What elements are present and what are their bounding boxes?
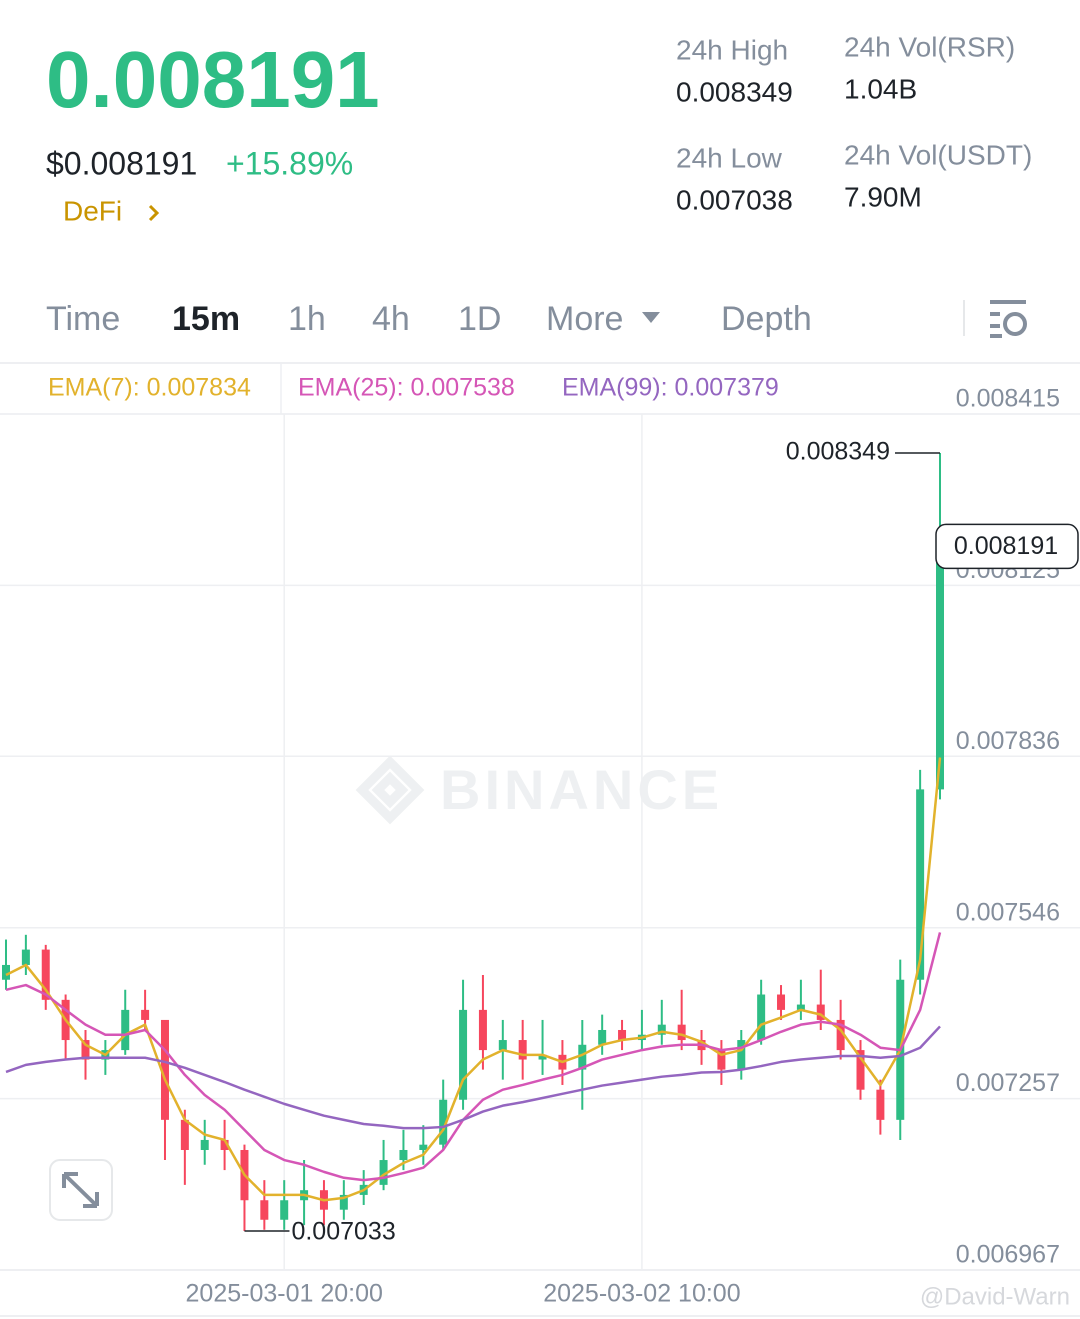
candle-body xyxy=(856,1050,865,1090)
legend-entry: EMA(99): 0.007379 xyxy=(562,374,779,402)
y-tick-label: 0.007836 xyxy=(956,727,1060,755)
candle-body xyxy=(121,1009,130,1051)
candle-body xyxy=(598,1029,607,1045)
tab[interactable]: 1D xyxy=(458,300,501,338)
candle-body xyxy=(160,1019,169,1120)
chevron-icon xyxy=(148,204,160,222)
tab[interactable]: 4h xyxy=(372,300,410,338)
candle-body xyxy=(916,789,925,980)
candle-body xyxy=(578,1044,587,1070)
candle-body xyxy=(21,949,30,965)
y-tick-label: 0.007546 xyxy=(956,898,1060,926)
tab[interactable]: Depth xyxy=(721,300,812,338)
candle-body xyxy=(836,1019,845,1051)
usd-price: $0.008191 xyxy=(46,145,197,181)
candle-body xyxy=(657,1024,666,1035)
legend-entry: EMA(7): 0.007834 xyxy=(48,374,251,402)
candle-body xyxy=(419,1144,428,1150)
candle-body xyxy=(478,1009,487,1051)
candle-body xyxy=(280,1200,289,1220)
high-annotation: 0.008349 xyxy=(786,438,890,466)
expand-button[interactable] xyxy=(49,1159,113,1221)
watermark: BINANCE xyxy=(440,758,723,821)
stat-label: 24h Vol(RSR) xyxy=(844,31,1015,62)
ema-line xyxy=(5,757,942,1202)
candle-body xyxy=(399,1149,408,1161)
candle-body xyxy=(816,1004,825,1020)
candle-body xyxy=(459,1009,468,1100)
candle-body xyxy=(260,1200,269,1220)
dropdown-icon xyxy=(642,312,660,323)
last-price-box xyxy=(935,523,1079,570)
category-tag[interactable]: DeFi xyxy=(63,195,122,226)
stat-label: 24h Low xyxy=(676,142,783,173)
price-change: +15.89% xyxy=(226,145,353,181)
candle-body xyxy=(339,1194,348,1210)
low-annotation: 0.007033 xyxy=(291,1218,395,1246)
y-tick-label: 0.008415 xyxy=(956,385,1060,413)
watermark-logo xyxy=(355,755,425,825)
stat-value: 1.04B xyxy=(844,73,917,104)
candle-body xyxy=(41,949,50,1000)
candle-body xyxy=(2,964,10,980)
stat-value: 7.90M xyxy=(844,181,922,212)
candle-body xyxy=(180,1119,189,1150)
candle-body xyxy=(200,1139,209,1150)
x-tick-label: 2025-03-02 10:00 xyxy=(543,1280,740,1308)
stat-value: 0.007038 xyxy=(676,184,793,215)
candle-body xyxy=(220,1139,229,1150)
plot-area: 0.0069670.0072570.0075460.0078360.008125… xyxy=(0,374,1080,1317)
stat-label: 24h Vol(USDT) xyxy=(844,139,1032,170)
candle-body xyxy=(518,1040,527,1060)
last-price: 0.008191 xyxy=(46,35,380,124)
candle-body xyxy=(936,546,944,790)
candle-body xyxy=(777,994,786,1010)
candle-body xyxy=(439,1099,448,1145)
tab[interactable]: Time xyxy=(46,300,120,338)
candle-body xyxy=(538,1054,547,1060)
candle-body xyxy=(757,994,766,1041)
y-tick-label: 0.006967 xyxy=(956,1241,1060,1269)
legend-entry: EMA(25): 0.007538 xyxy=(298,374,515,402)
candle-body xyxy=(717,1050,726,1070)
last-price-label: 0.008191 xyxy=(954,532,1058,560)
ema-line xyxy=(5,1025,941,1130)
tab[interactable]: 15m xyxy=(172,300,240,338)
tab[interactable]: More xyxy=(546,300,623,338)
candle-body xyxy=(81,1040,90,1060)
tab[interactable]: 1h xyxy=(288,300,326,338)
candle-body xyxy=(677,1024,686,1041)
interval-tabs: Time 15m 1h 4h 1D More Depth xyxy=(46,300,812,338)
candle-body xyxy=(876,1089,885,1120)
stat-value: 0.008349 xyxy=(676,76,793,107)
watermark: @David-Warn xyxy=(920,1283,1070,1310)
chart-settings-icon[interactable] xyxy=(990,300,1027,338)
candle-body xyxy=(141,1009,150,1020)
y-tick-label: 0.007257 xyxy=(956,1069,1060,1097)
candle-body xyxy=(618,1029,627,1041)
x-tick-label: 2025-03-01 20:00 xyxy=(186,1280,383,1308)
stat-label: 24h High xyxy=(676,34,788,65)
candle-body xyxy=(379,1160,388,1185)
candle-body xyxy=(796,1004,805,1010)
candle-body xyxy=(737,1040,746,1070)
candle-body xyxy=(498,1040,507,1051)
ema-line xyxy=(5,932,942,1182)
